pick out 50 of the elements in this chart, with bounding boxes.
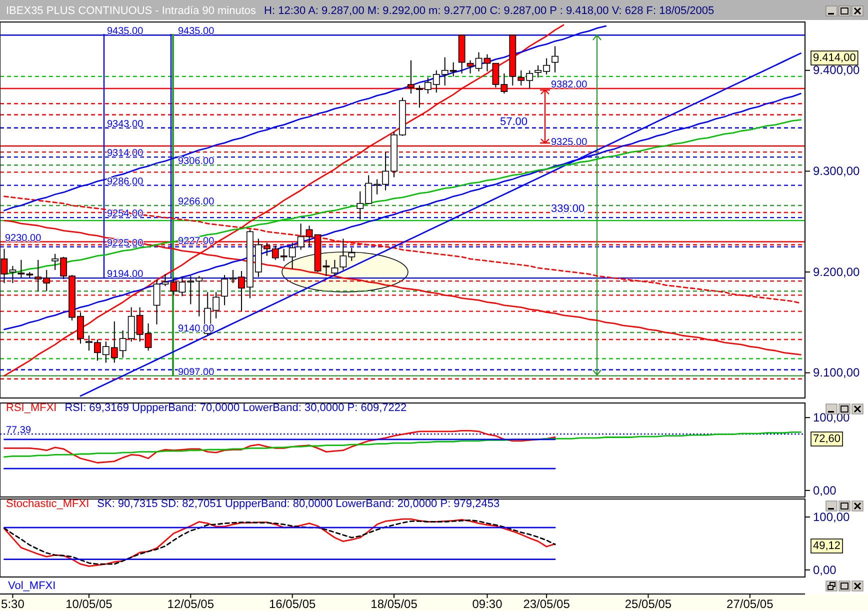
chart-subtitle: RSI: 69,3169 UppperBand: 70,0000 LowerBand: 30,0000 P: 609,7222	[64, 402, 407, 414]
text: 9.414,00	[813, 52, 856, 64]
annotation: 9097.00	[178, 366, 215, 378]
text: 72,60	[813, 433, 841, 445]
x-tick-label: 23/05/05	[523, 597, 570, 611]
text: Vol_MFXI	[8, 580, 56, 592]
candlestick	[322, 259, 330, 277]
candlestick	[9, 265, 16, 284]
annotation: 9382.00	[551, 80, 588, 91]
x-tick-label: 18/05/05	[370, 597, 418, 611]
y-tick-label: 9.400,00	[813, 63, 860, 78]
annotation: 77.39	[6, 425, 32, 436]
candlestick	[484, 54, 491, 72]
annotation: 9286.00	[107, 176, 144, 188]
annotation: 57.00	[500, 116, 528, 128]
chart-title: RSI_MFXI	[6, 402, 57, 414]
x-tick-label: 27/05/05	[726, 597, 774, 611]
annotation: 339.00	[551, 203, 585, 215]
annotation: 9325.00	[551, 136, 588, 148]
candlestick	[475, 52, 482, 72]
candlestick	[552, 46, 558, 73]
y-tick-label: 100,00	[813, 510, 850, 524]
x-tick-label: 12/05/05	[167, 597, 214, 611]
annotation: 9266.00	[178, 196, 215, 208]
annotation: 9435.00	[178, 26, 215, 38]
y-tick-label: 0,00	[813, 483, 837, 498]
candlestick	[153, 280, 160, 325]
x-tick-label: 16/05/05	[268, 597, 316, 611]
annotation: 9230.00	[5, 232, 42, 244]
annotation: 9314.00	[107, 148, 144, 160]
annotation: 9343.00	[107, 118, 144, 130]
x-tick-label: 10/05/05	[66, 597, 113, 611]
text: 49,12	[813, 540, 841, 552]
y-tick-label: 0,00	[813, 562, 837, 577]
chart-title: Stochastic_MFXI	[6, 498, 90, 510]
chart-subtitle: SK: 90,7315 SD: 82,7051 UppperBand: 80,0000 LowerBand: 20,0000 P: 979,2453	[97, 498, 500, 510]
chart-subtitle: H: 12:30 A: 9.287,00 M: 9.292,00 m: 9.277,00 C: 9.287,00 P : 9.418,00 V: 628 F: 18/05/2005	[264, 5, 714, 17]
candlestick	[162, 274, 169, 287]
x-tick-label: 5:30	[1, 597, 25, 611]
x-tick-label: 25/05/05	[624, 597, 672, 611]
candlestick	[466, 60, 474, 74]
annotation: 9435.00	[107, 26, 144, 38]
y-tick-label: 9.300,00	[813, 164, 860, 178]
annotation: 9194.00	[107, 269, 144, 280]
candlestick	[331, 259, 338, 277]
y-tick-label: 9.100,00	[813, 366, 860, 380]
x-tick-label: 09:30	[472, 597, 503, 611]
annotation: 9306.00	[178, 156, 215, 168]
chart-title: IBEX35 PLUS CONTINUOUS - Intradía 90 minutos	[6, 5, 257, 17]
y-tick-label: 9.200,00	[813, 264, 860, 279]
